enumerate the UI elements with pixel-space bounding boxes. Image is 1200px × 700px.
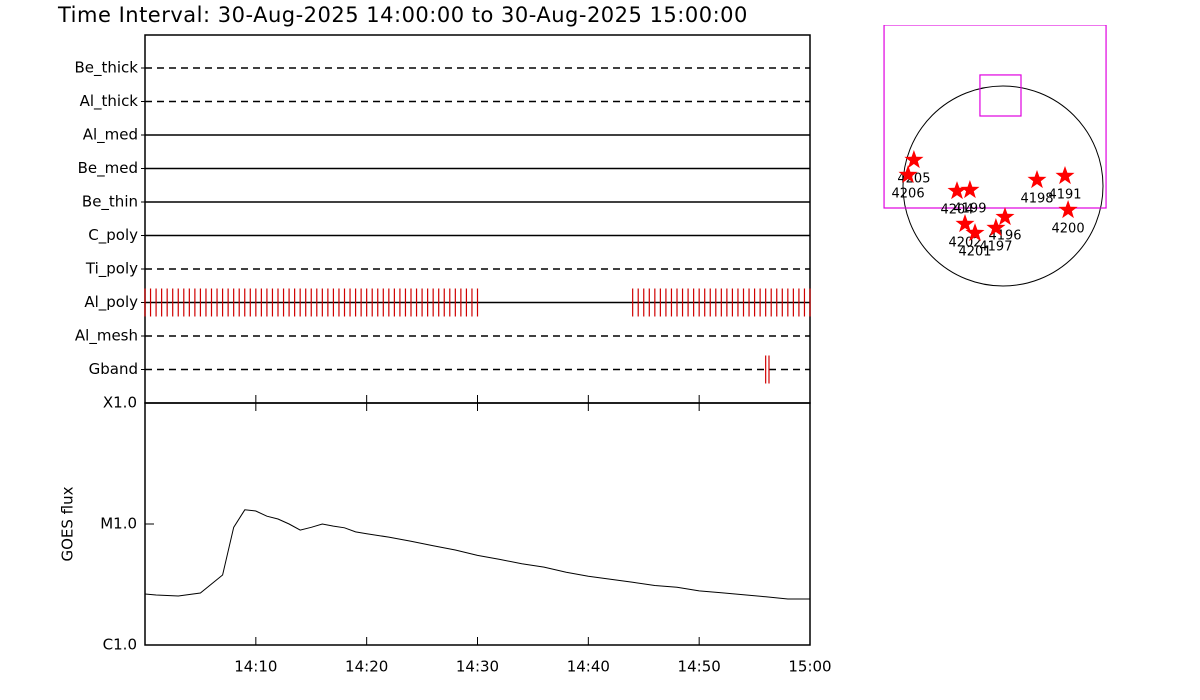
y-tick-label: M1.0 <box>100 515 137 533</box>
x-tick-label: 14:40 <box>567 658 610 676</box>
map: 4205420642044199419841914200419641974202… <box>883 25 1107 287</box>
row-label: Be_thin <box>82 193 138 212</box>
region-star <box>1027 170 1047 189</box>
region-star <box>898 164 918 183</box>
row-label: Gband <box>89 360 138 378</box>
y-axis-label: GOES flux <box>59 486 77 561</box>
fov-box <box>979 74 1022 117</box>
region-label: 4200 <box>1052 222 1085 237</box>
x-tick-label: 14:30 <box>456 658 499 676</box>
region-label: 4206 <box>892 186 925 201</box>
y-tick-label: X1.0 <box>103 394 137 412</box>
timeline-frame <box>144 34 811 404</box>
row-label: Al_mesh <box>75 327 138 346</box>
x-tick-label: 14:10 <box>234 658 277 676</box>
title: Time Interval: 30-Aug-2025 14:00:00 to 3… <box>57 3 748 27</box>
x-tick-label: 14:50 <box>678 658 721 676</box>
solar-disk <box>902 85 1104 287</box>
goes-frame <box>144 402 811 646</box>
region-star <box>904 150 924 169</box>
row-label: Al_med <box>83 126 138 145</box>
region-label: 4197 <box>979 240 1012 255</box>
row-label: C_poly <box>88 226 138 245</box>
region-label: 4204 <box>940 203 973 218</box>
x-tick-label: 14:20 <box>345 658 388 676</box>
region-star <box>1055 166 1075 185</box>
region-star <box>960 180 980 199</box>
row-label: Ti_poly <box>85 260 138 279</box>
region-star <box>955 214 975 233</box>
region-label: 4201 <box>958 245 991 260</box>
fov-box <box>883 25 1107 209</box>
region-star <box>965 223 985 242</box>
x-tick-label: 15:00 <box>788 658 831 676</box>
region-label: 4199 <box>953 202 986 217</box>
region-star <box>986 218 1006 237</box>
goes-curve <box>144 509 810 600</box>
region-star <box>947 181 967 200</box>
row-label: Be_med <box>78 159 138 178</box>
y-tick-label: C1.0 <box>103 636 137 654</box>
region-label: 4198 <box>1020 192 1053 207</box>
row-label: Al_poly <box>84 293 138 312</box>
row-label: Al_thick <box>80 92 139 111</box>
region-label: 4202 <box>948 236 981 251</box>
row-label: Be_thick <box>74 59 138 78</box>
region-label: 4191 <box>1048 188 1081 203</box>
region-star <box>995 207 1015 226</box>
region-star <box>1058 200 1078 219</box>
